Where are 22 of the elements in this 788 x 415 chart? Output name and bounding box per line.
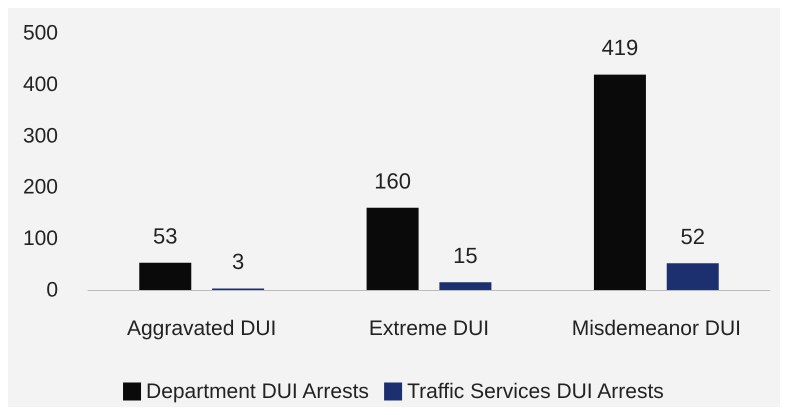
bar xyxy=(366,208,419,290)
data-label: 160 xyxy=(374,168,411,194)
legend-label: Department DUI Arrests xyxy=(146,380,369,403)
y-tick-label: 200 xyxy=(22,176,58,199)
y-tick-label: 0 xyxy=(46,278,58,302)
y-tick-label: 500 xyxy=(22,22,58,44)
data-label: 3 xyxy=(232,248,244,274)
data-label: 15 xyxy=(453,242,478,268)
data-label: 53 xyxy=(153,223,178,248)
bar xyxy=(594,74,646,290)
data-label: 419 xyxy=(602,35,638,60)
y-tick-label: 100 xyxy=(22,227,58,250)
x-tick-label: Aggravated DUI xyxy=(126,317,276,340)
x-tick-label: Extreme DUI xyxy=(368,317,490,340)
legend-label: Traffic Services DUI Arrests xyxy=(407,380,664,403)
bar xyxy=(439,282,492,290)
bar xyxy=(666,263,719,290)
y-tick-label: 300 xyxy=(22,124,58,148)
y-tick-label: 400 xyxy=(22,72,58,96)
bar xyxy=(139,262,192,290)
x-tick-label: Misdemeanor DUI xyxy=(572,317,741,340)
data-label: 52 xyxy=(680,224,705,249)
